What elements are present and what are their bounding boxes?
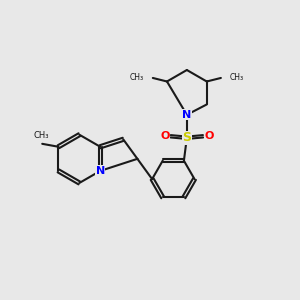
Text: O: O	[160, 131, 170, 141]
Text: CH₃: CH₃	[230, 74, 244, 82]
Text: O: O	[204, 131, 214, 141]
Text: N: N	[96, 166, 105, 176]
Text: CH₃: CH₃	[34, 131, 50, 140]
Text: S: S	[182, 131, 191, 144]
Text: CH₃: CH₃	[130, 74, 144, 82]
Text: N: N	[182, 110, 191, 120]
